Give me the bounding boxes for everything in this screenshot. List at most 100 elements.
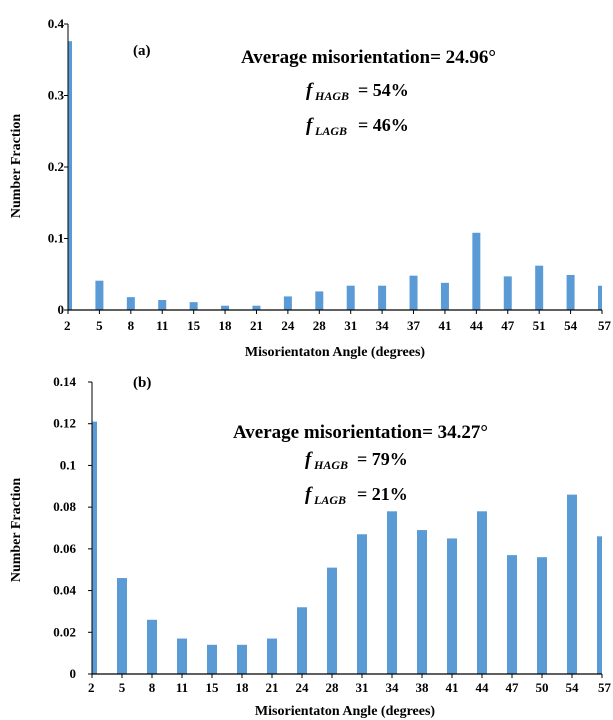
bar-b-5	[117, 578, 127, 674]
x-tick-label: 51	[533, 318, 546, 333]
bar-a-11	[158, 299, 167, 310]
x-tick-label: 31	[356, 680, 369, 695]
x-tick-label: 2	[88, 680, 95, 695]
x-tick-label: 34	[386, 680, 400, 695]
x-tick-label: 15	[187, 318, 201, 333]
bar-a-8	[126, 297, 135, 310]
x-tick-label: 11	[176, 680, 188, 695]
bar-a-41	[440, 282, 449, 310]
bar-b-31	[357, 534, 367, 674]
x-tick-label: 21	[266, 680, 279, 695]
fraction-value: = 79%	[357, 449, 408, 469]
x-tick-label: 28	[326, 680, 340, 695]
x-axis-title-a: Misorientaton Angle (degrees)	[245, 345, 425, 360]
x-tick-label: 41	[446, 680, 459, 695]
fraction-subscript: LAGB	[313, 493, 346, 507]
bar-a-54	[566, 274, 575, 310]
y-tick-label: 0	[58, 302, 65, 317]
x-axis-title-b: Misorientaton Angle (degrees)	[255, 704, 435, 719]
bar-a-47	[503, 276, 512, 310]
x-tick-label: 18	[236, 680, 250, 695]
x-tick-label: 34	[376, 318, 390, 333]
panel-label-b: (b)	[133, 375, 151, 391]
bar-a-28	[315, 291, 324, 310]
x-tick-label: 38	[416, 680, 430, 695]
y-tick-label: 0.12	[53, 416, 76, 431]
y-axis-title-a: Number Fraction	[9, 114, 24, 219]
y-tick-label: 0.02	[53, 624, 76, 639]
x-tick-label: 24	[296, 680, 310, 695]
x-tick-label: 50	[536, 680, 549, 695]
bar-a-31	[346, 285, 355, 310]
x-tick-label: 44	[470, 318, 484, 333]
fraction-lagb-a: f LAGB = 46%	[306, 115, 409, 138]
x-tick-label: 21	[250, 318, 263, 333]
y-axis-title-b: Number Fraction	[9, 478, 24, 583]
x-tick-label: 5	[119, 680, 126, 695]
bar-b-47	[507, 555, 517, 674]
bar-b-50	[537, 557, 547, 674]
bar-b-41	[447, 538, 457, 674]
fraction-subscript: HAGB	[313, 458, 348, 472]
y-tick-label: 0.3	[48, 88, 65, 103]
fraction-lagb-b: f LAGB = 21%	[305, 484, 408, 507]
bar-b-44	[477, 511, 487, 674]
y-tick-label: 0.4	[48, 16, 65, 31]
fraction-value: = 21%	[357, 484, 408, 504]
fraction-subscript: HAGB	[314, 89, 349, 103]
fraction-value: = 46%	[358, 115, 409, 135]
bar-b-54	[567, 494, 577, 674]
bar-a-2	[68, 41, 72, 310]
y-tick-label: 0.04	[53, 583, 76, 598]
y-tick-label: 0.1	[48, 231, 64, 246]
bar-a-34	[378, 285, 387, 310]
bar-a-37	[409, 275, 418, 310]
fraction-symbol: f	[306, 115, 314, 136]
fraction-hagb-a: f HAGB = 54%	[306, 80, 409, 103]
x-tick-label: 57	[598, 680, 612, 695]
x-tick-label: 24	[281, 318, 295, 333]
bar-b-2	[92, 421, 97, 674]
fraction-symbol: f	[305, 449, 313, 470]
fraction-value: = 54%	[358, 80, 409, 100]
bar-b-28	[327, 567, 337, 674]
x-tick-label: 54	[564, 318, 578, 333]
panel-label-a: (a)	[133, 43, 151, 59]
bar-a-57	[598, 285, 602, 310]
bar-b-8	[147, 619, 157, 674]
x-tick-label: 8	[128, 318, 135, 333]
y-tick-label: 0	[70, 666, 77, 681]
bar-b-57	[597, 536, 602, 674]
x-tick-label: 8	[149, 680, 156, 695]
bar-b-18	[237, 644, 247, 674]
x-tick-label: 54	[566, 680, 580, 695]
bar-b-24	[297, 607, 307, 674]
x-tick-label: 2	[64, 318, 71, 333]
fraction-subscript: LAGB	[314, 124, 347, 138]
y-tick-label: 0.08	[53, 499, 76, 514]
bar-b-34	[387, 511, 397, 674]
bar-a-21	[252, 305, 261, 310]
x-tick-label: 44	[476, 680, 490, 695]
y-tick-label: 0.06	[53, 541, 76, 556]
x-tick-label: 11	[156, 318, 168, 333]
chart-b: (b) Average misorientation= 34.27° f HAG…	[9, 374, 612, 719]
bar-a-24	[283, 296, 292, 310]
fraction-symbol: f	[305, 484, 313, 505]
x-tick-label: 47	[501, 318, 515, 333]
average-misorientation-b: Average misorientation= 34.27°	[233, 422, 488, 443]
x-tick-label: 57	[598, 318, 612, 333]
x-tick-label: 47	[506, 680, 520, 695]
x-tick-label: 37	[407, 318, 421, 333]
bar-b-11	[177, 638, 187, 674]
y-tick-label: 0.2	[48, 159, 64, 174]
bar-a-51	[535, 265, 544, 310]
x-tick-label: 31	[344, 318, 357, 333]
bar-a-18	[221, 305, 230, 310]
bar-a-44	[472, 232, 481, 310]
x-tick-label: 18	[219, 318, 233, 333]
x-tick-label: 15	[206, 680, 220, 695]
x-tick-label: 28	[313, 318, 327, 333]
x-tick-label: 41	[438, 318, 451, 333]
